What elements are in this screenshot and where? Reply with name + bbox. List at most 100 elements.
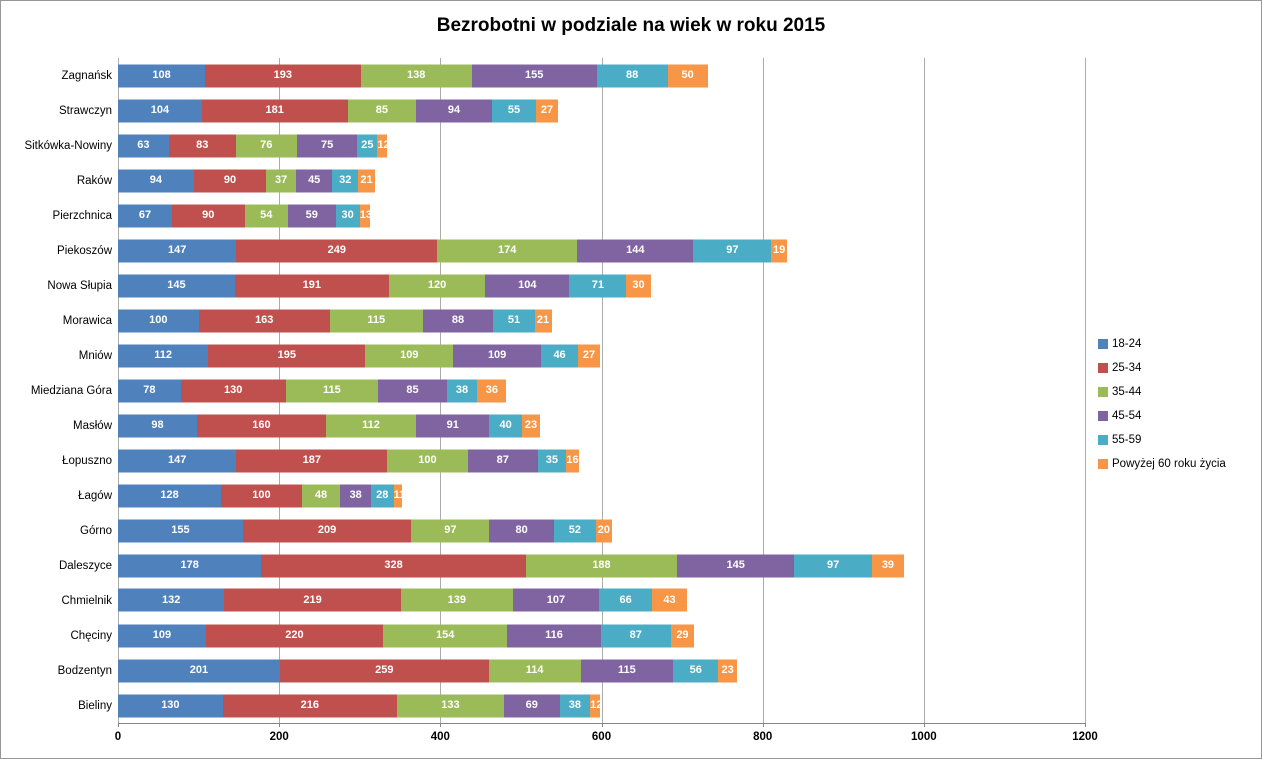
bar-row: 130 216 133 69 38 12 — [118, 688, 1085, 723]
bar-segment: 37 — [266, 169, 297, 192]
bar-value-label: 120 — [427, 279, 447, 291]
bar-segment: 54 — [244, 204, 288, 227]
bar-value-label: 38 — [349, 489, 362, 501]
stacked-bar: 178 328 188 145 97 39 — [118, 554, 1085, 577]
bar-value-label: 138 — [406, 69, 426, 81]
bar-value-label: 38 — [568, 699, 581, 711]
bar-value-label: 87 — [629, 629, 642, 641]
x-axis-tick-label: 600 — [591, 731, 612, 743]
bar-segment: 187 — [236, 449, 388, 472]
bar-row: 78 130 115 85 38 36 — [118, 373, 1085, 408]
bar-value-label: 56 — [689, 664, 702, 676]
bar-segment: 147 — [118, 239, 237, 262]
bar-value-label: 27 — [540, 104, 554, 116]
bar-segment: 249 — [236, 239, 438, 262]
bar-segment: 85 — [378, 379, 447, 402]
category-label: Raków — [76, 174, 112, 187]
bar-value-label: 145 — [726, 559, 745, 571]
bar-segment: 94 — [416, 99, 492, 122]
bar-value-label: 37 — [275, 174, 288, 186]
bar-value-label: 19 — [773, 244, 786, 256]
bar-row: 109 220 154 116 87 29 — [118, 618, 1085, 653]
bar-segment: 38 — [446, 379, 478, 402]
legend-item: 35-44 — [1098, 380, 1226, 404]
bar-segment: 120 — [388, 274, 486, 297]
bar-value-label: 12 — [377, 139, 390, 151]
bar-segment: 56 — [673, 659, 719, 682]
bar-segment: 188 — [525, 554, 678, 577]
bar-value-label: 107 — [546, 593, 566, 606]
legend-item: Powyżej 60 roku życia — [1098, 452, 1226, 476]
bar-segment: 195 — [208, 344, 366, 367]
bar-value-label: 28 — [376, 489, 389, 501]
bar-value-label: 139 — [447, 593, 466, 606]
bar-value-label: 27 — [582, 349, 596, 361]
legend-label: 35-44 — [1112, 386, 1142, 398]
bar-segment: 191 — [234, 274, 389, 297]
bar-value-label: 112 — [154, 349, 172, 361]
bar-segment: 112 — [118, 344, 209, 367]
category-label: Pierzchnica — [52, 209, 112, 222]
bar-segment: 23 — [521, 414, 541, 437]
bar-segment: 91 — [416, 414, 490, 437]
legend-label: Powyżej 60 roku życia — [1112, 458, 1226, 470]
bar-value-label: 109 — [152, 629, 172, 641]
legend-item: 25-34 — [1098, 356, 1226, 380]
bar-value-label: 16 — [566, 454, 579, 466]
category-label: Morawica — [62, 314, 112, 327]
bar-value-label: 130 — [224, 384, 243, 396]
stacked-bar: 112 195 109 109 46 27 — [118, 344, 1085, 367]
category-axis: Zagnańsk Strawczyn Sitkówka-Nowiny Raków Pie… — [1, 58, 112, 724]
stacked-bar: 132 219 139 107 66 43 — [118, 588, 1085, 612]
bar-value-label: 88 — [451, 314, 465, 326]
bar-segment: 144 — [577, 239, 694, 262]
stacked-bar: 201 259 114 115 56 23 — [118, 659, 1085, 682]
axis-tick — [923, 723, 925, 727]
bar-value-label: 100 — [418, 454, 437, 466]
legend-swatch-icon — [1098, 339, 1108, 349]
axis-tick — [762, 723, 764, 727]
bar-segment: 80 — [489, 519, 554, 542]
bar-value-label: 220 — [285, 629, 304, 641]
category-label: Łagów — [78, 490, 112, 503]
bar-segment: 114 — [488, 659, 581, 682]
bar-row: 94 90 37 45 32 21 — [118, 163, 1085, 198]
category-label: Daleszyce — [58, 560, 112, 573]
bar-value-label: 193 — [273, 69, 292, 81]
bar-row: 145 191 120 104 71 30 — [118, 268, 1085, 303]
legend-swatch-icon — [1098, 411, 1108, 421]
bar-segment: 35 — [537, 449, 567, 472]
category-label: Bodzentyn — [57, 665, 112, 678]
bar-value-label: 147 — [168, 244, 187, 256]
bar-value-label: 104 — [518, 279, 537, 291]
bar-value-label: 54 — [260, 209, 273, 221]
bar-value-label: 23 — [721, 664, 734, 676]
bar-value-label: 21 — [536, 314, 550, 326]
axis-tick — [118, 723, 119, 727]
category-label: Zagnańsk — [61, 69, 112, 82]
legend-swatch-icon — [1098, 435, 1108, 445]
bar-value-label: 38 — [455, 384, 469, 396]
bar-value-label: 83 — [196, 139, 209, 151]
bar-segment: 259 — [279, 659, 489, 682]
bar-segment: 109 — [453, 344, 542, 367]
bar-value-label: 98 — [151, 419, 164, 431]
bar-segment: 174 — [437, 239, 578, 262]
bar-value-label: 181 — [265, 104, 284, 116]
category-label: Łopuszno — [62, 455, 112, 468]
bar-value-label: 115 — [367, 314, 386, 326]
stacked-bar: 67 90 54 59 30 13 — [118, 204, 1085, 227]
bar-value-label: 29 — [676, 629, 689, 641]
bar-value-label: 23 — [524, 419, 538, 431]
bar-value-label: 155 — [525, 69, 544, 81]
category-label: Mniów — [78, 349, 112, 362]
bar-value-label: 216 — [300, 699, 319, 711]
bar-segment: 139 — [400, 588, 513, 612]
bar-segment: 38 — [340, 484, 371, 507]
bar-row: 155 209 97 80 52 20 — [118, 513, 1085, 548]
bar-row: 108 193 138 155 88 50 — [118, 58, 1085, 93]
bar-segment: 85 — [347, 99, 417, 122]
bar-segment: 87 — [600, 624, 671, 647]
bar-segment: 46 — [541, 344, 579, 367]
